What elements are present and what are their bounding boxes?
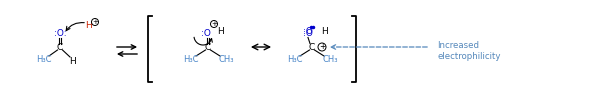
Text: :Ȯ̇: :Ȯ̇ [303, 27, 313, 36]
Text: C: C [309, 43, 315, 52]
Text: H: H [84, 22, 91, 31]
Text: CH₃: CH₃ [218, 56, 234, 64]
Text: Increased
electrophilicity: Increased electrophilicity [437, 41, 500, 61]
Text: H₃C: H₃C [183, 56, 199, 64]
Text: :O:: :O: [54, 29, 66, 38]
Text: H: H [70, 56, 76, 66]
Text: +: + [92, 19, 98, 25]
Text: :O: :O [303, 29, 313, 38]
Text: C: C [205, 43, 211, 52]
Text: C: C [57, 43, 63, 52]
Text: :O: :O [201, 29, 211, 38]
Text: H: H [320, 26, 327, 36]
Text: H₃C: H₃C [287, 56, 303, 64]
Text: CH₃: CH₃ [322, 56, 337, 64]
Text: +: + [319, 42, 325, 51]
Text: +: + [211, 21, 217, 27]
Text: H: H [217, 27, 224, 36]
Text: H₃C: H₃C [36, 56, 52, 64]
